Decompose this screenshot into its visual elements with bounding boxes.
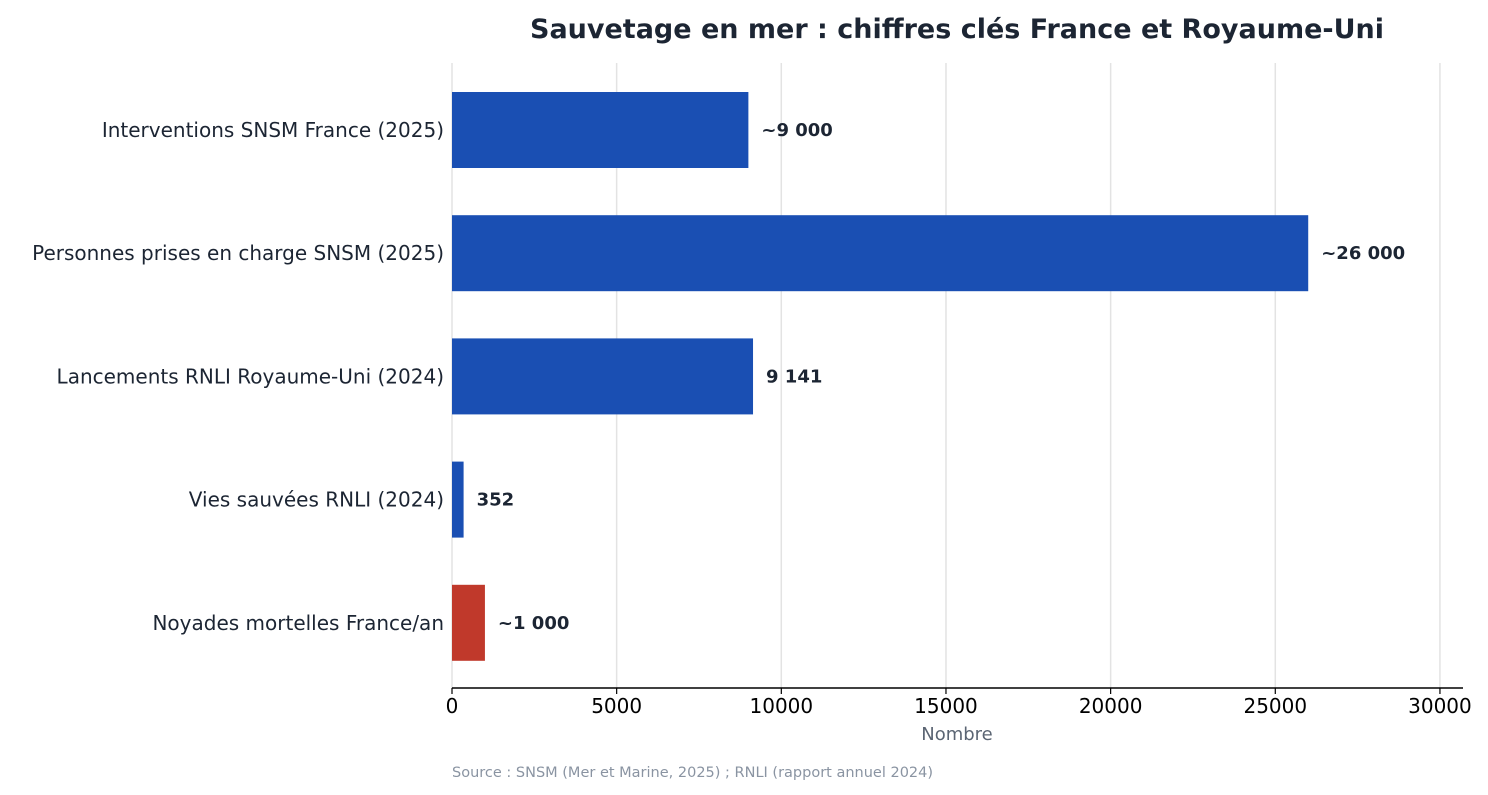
chart-title: Sauvetage en mer : chiffres clés France …: [530, 14, 1384, 45]
bar: [452, 215, 1309, 292]
bar: [452, 584, 485, 661]
bar: [452, 92, 749, 168]
x-axis-ticks: 0 5000 10000 15000 20000 25000 30000: [446, 688, 1472, 718]
data-label: ~1 000: [498, 613, 569, 634]
data-label: 9 141: [766, 366, 822, 387]
x-axis-title: Nombre: [921, 724, 993, 745]
category-label: Noyades mortelles France/an: [152, 611, 444, 635]
x-tick-label: 20000: [1079, 694, 1143, 718]
bar: [452, 461, 464, 538]
bar: [452, 338, 754, 415]
bars: [452, 92, 1309, 661]
category-label: Vies sauvées RNLI (2024): [189, 488, 444, 512]
data-label: ~9 000: [761, 120, 832, 141]
category-label: Interventions SNSM France (2025): [102, 118, 444, 142]
data-labels: ~9 000 ~26 000 9 141 352 ~1 000: [477, 120, 1406, 634]
x-tick-label: 25000: [1243, 694, 1307, 718]
data-label: 352: [477, 490, 515, 511]
x-tick-label: 0: [446, 694, 459, 718]
source-note: Source : SNSM (Mer et Marine, 2025) ; RN…: [452, 765, 933, 781]
x-tick-label: 10000: [750, 694, 814, 718]
data-label: ~26 000: [1321, 243, 1405, 264]
x-tick-label: 30000: [1408, 694, 1472, 718]
category-label: Personnes prises en charge SNSM (2025): [32, 241, 444, 265]
category-label: Lancements RNLI Royaume-Uni (2024): [57, 364, 444, 388]
category-labels: Interventions SNSM France (2025) Personne…: [32, 118, 444, 635]
x-tick-label: 15000: [914, 694, 978, 718]
x-tick-label: 5000: [591, 694, 642, 718]
